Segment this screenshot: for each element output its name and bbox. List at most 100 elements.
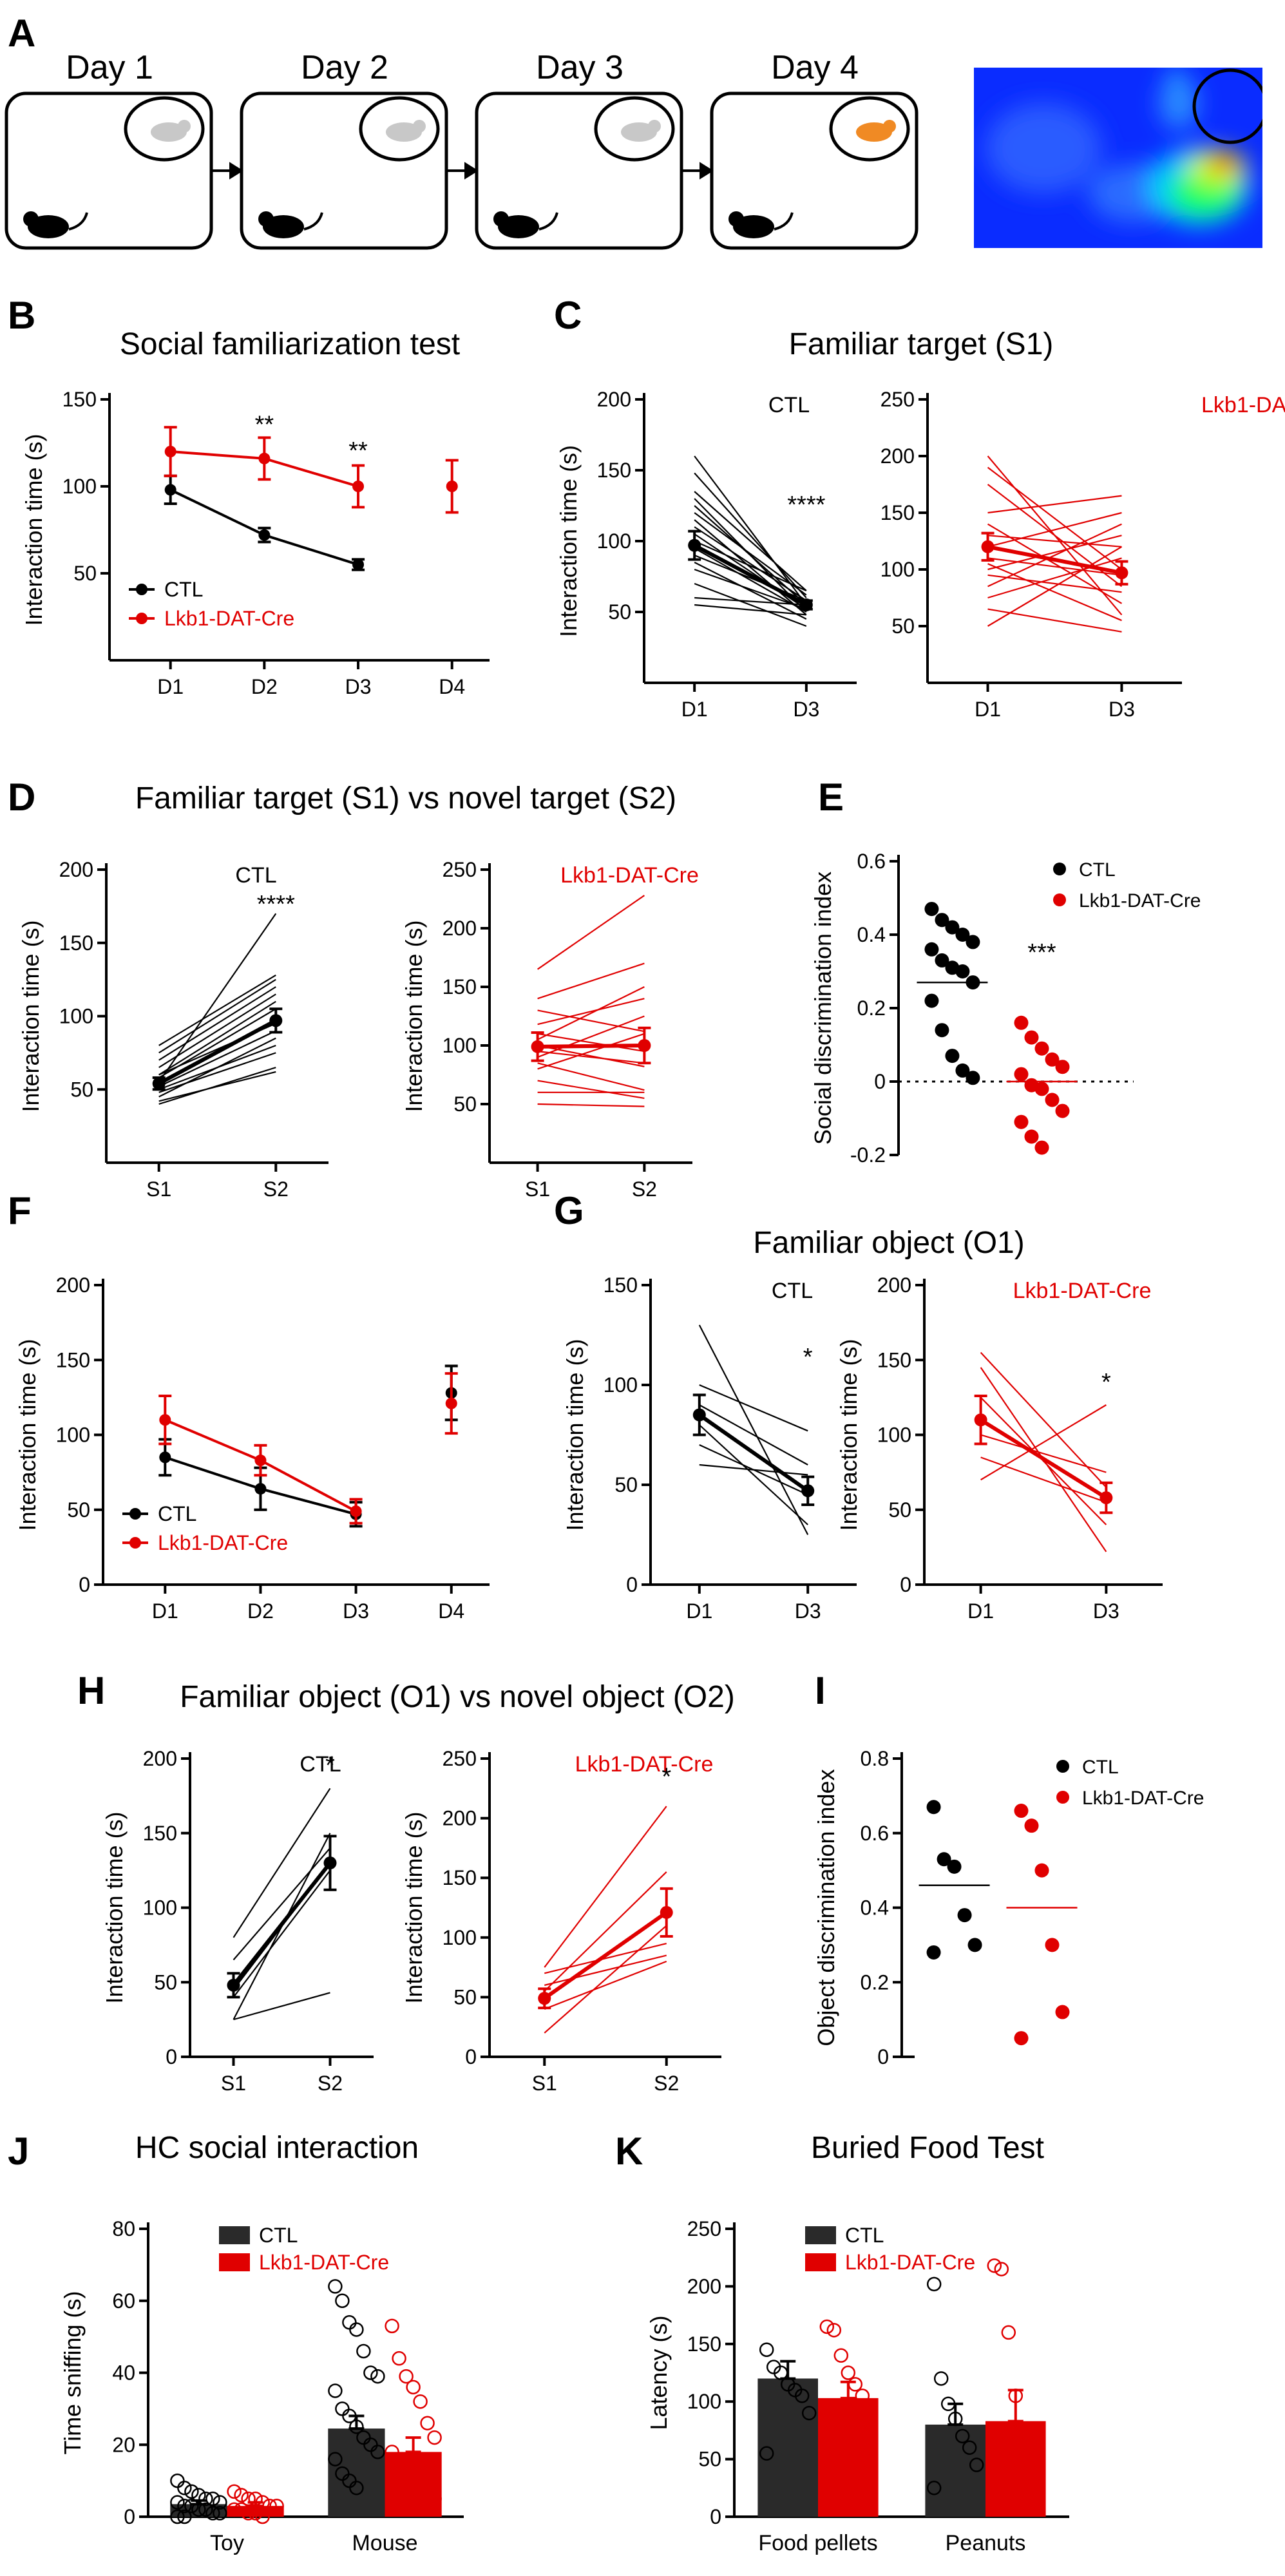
data-point bbox=[248, 2491, 263, 2506]
y-tick-label: 40 bbox=[112, 2361, 135, 2385]
target-cage-4 bbox=[829, 96, 910, 162]
individual-line bbox=[987, 511, 1122, 548]
y-axis-title: Interaction time (s) bbox=[835, 1339, 862, 1531]
data-point bbox=[987, 2258, 1002, 2273]
y-tick-label: 100 bbox=[443, 1034, 477, 1057]
legend-label: CTL bbox=[1079, 859, 1116, 881]
x-tick-label: D1 bbox=[157, 675, 184, 698]
legend-label: Lkb1-DAT-Cre bbox=[164, 607, 294, 630]
data-point bbox=[926, 2481, 942, 2495]
panel-label-e: E bbox=[818, 776, 844, 819]
x-tick-label: D3 bbox=[1109, 698, 1135, 721]
mean-point bbox=[1099, 1491, 1113, 1505]
panel-label-i: I bbox=[815, 1669, 826, 1712]
x-tick-label: D4 bbox=[439, 675, 465, 698]
y-tick-label: 80 bbox=[112, 2217, 135, 2240]
data-point bbox=[955, 928, 970, 942]
data-point bbox=[1045, 1092, 1060, 1107]
data-point bbox=[967, 1938, 982, 1952]
data-point bbox=[234, 2502, 249, 2517]
data-point bbox=[1014, 1067, 1029, 1082]
y-axis-title: Time sniffing (s) bbox=[59, 2291, 86, 2454]
test-mouse-icon bbox=[23, 211, 88, 238]
panel-label-f: F bbox=[8, 1189, 32, 1232]
data-point bbox=[350, 1505, 362, 1518]
group-label: CTL bbox=[772, 1279, 813, 1303]
mean-point bbox=[538, 1992, 551, 2005]
x-tick-label: Food pellets bbox=[758, 2531, 877, 2555]
mean-line bbox=[987, 544, 1123, 575]
y-axis-title: Interaction time (s) bbox=[14, 1339, 41, 1531]
data-point bbox=[819, 2417, 835, 2432]
chart-e: -0.2 0 0.2 0.4 0.6 Social discrimination inde… bbox=[810, 850, 1201, 1167]
significance-label: * bbox=[662, 1764, 671, 1791]
individual-line bbox=[694, 582, 807, 627]
data-point bbox=[969, 2457, 984, 2472]
y-tick-label: 20 bbox=[112, 2433, 135, 2456]
data-point bbox=[926, 2276, 942, 2292]
y-tick-label: 50 bbox=[614, 1473, 638, 1496]
data-point bbox=[926, 1800, 941, 1815]
individual-line bbox=[987, 563, 1122, 622]
x-tick-label: D3 bbox=[793, 698, 819, 721]
legend-marker bbox=[129, 1508, 141, 1520]
test-mouse-icon bbox=[258, 211, 323, 238]
chart-j: 0 20 40 60 80 Time sniffing (s) Toy Mouse CTL Lkb… bbox=[59, 2217, 464, 2555]
individual-line bbox=[158, 1067, 276, 1105]
test-mouse-icon bbox=[493, 211, 558, 238]
y-tick-label: 200 bbox=[59, 858, 93, 881]
individual-line bbox=[158, 974, 276, 1046]
chart-b: 50 100 150 Interaction time (s) D1 D2 D3 D4 ** **… bbox=[21, 388, 490, 698]
y-axis-title: Interaction time (s) bbox=[21, 434, 47, 625]
data-point bbox=[1015, 2423, 1031, 2438]
significance-label: **** bbox=[257, 891, 295, 918]
x-tick-label: D4 bbox=[438, 1599, 464, 1623]
mean-line bbox=[543, 1911, 668, 2000]
individual-line bbox=[158, 978, 276, 1054]
individual-line bbox=[694, 562, 807, 620]
x-tick-label: S1 bbox=[525, 1178, 550, 1201]
chart-k: 0 50 100 150 200 250 Latency (s) Food pellets Pe… bbox=[645, 2217, 1069, 2555]
individual-line bbox=[980, 1351, 1107, 1488]
panel-label-h: H bbox=[77, 1669, 105, 1712]
x-tick-label: D1 bbox=[967, 1599, 994, 1623]
x-tick-label: S2 bbox=[632, 1178, 657, 1201]
data-point bbox=[957, 1908, 972, 1923]
data-point bbox=[833, 2446, 849, 2461]
y-tick-label: 250 bbox=[687, 2217, 721, 2240]
arrows bbox=[213, 162, 714, 180]
title-d: Familiar target (S1) vs novel target (S2… bbox=[135, 781, 676, 816]
individual-line bbox=[987, 574, 1122, 593]
data-point bbox=[935, 913, 949, 928]
chart-d-ctl: 50 100 150 200 Interaction time (s) S1 S2 CTL **… bbox=[17, 858, 328, 1201]
data-point bbox=[1045, 1052, 1060, 1067]
individual-line bbox=[537, 1051, 645, 1064]
panel-label-j: J bbox=[8, 2130, 29, 2173]
x-tick-label: S1 bbox=[532, 2072, 557, 2095]
panel-titles: Social familiarization test Familiar tar… bbox=[120, 327, 1053, 2165]
familiar-mouse-icon bbox=[151, 120, 191, 142]
day2-label: Day 2 bbox=[301, 49, 388, 86]
y-tick-label: 50 bbox=[698, 2448, 721, 2471]
individual-line bbox=[233, 1788, 331, 1938]
data-point bbox=[170, 2473, 185, 2488]
individual-line bbox=[694, 512, 807, 596]
group-label: Lkb1-DAT-Cre bbox=[1013, 1279, 1152, 1303]
y-tick-label: 250 bbox=[443, 1747, 477, 1770]
individual-line bbox=[537, 986, 645, 1040]
chart-g-ctl: 0 50 100 150 Interaction time (s) D1 D3 CTL * bbox=[562, 1274, 857, 1623]
legend-marker bbox=[1056, 1760, 1069, 1773]
y-tick-label: 50 bbox=[67, 1498, 90, 1522]
data-point bbox=[177, 2481, 192, 2495]
legend-swatch bbox=[805, 2226, 836, 2244]
y-tick-label: 50 bbox=[888, 1498, 911, 1522]
data-point bbox=[833, 2348, 849, 2363]
individual-line bbox=[537, 1080, 645, 1099]
individual-line bbox=[694, 548, 807, 613]
title-g: Familiar object (O1) bbox=[753, 1226, 1024, 1260]
mean-line bbox=[232, 1862, 332, 1987]
x-tick-label: D3 bbox=[345, 675, 372, 698]
individual-line bbox=[233, 1869, 331, 1998]
individual-line bbox=[537, 1062, 645, 1091]
y-tick-label: 150 bbox=[604, 1274, 638, 1297]
